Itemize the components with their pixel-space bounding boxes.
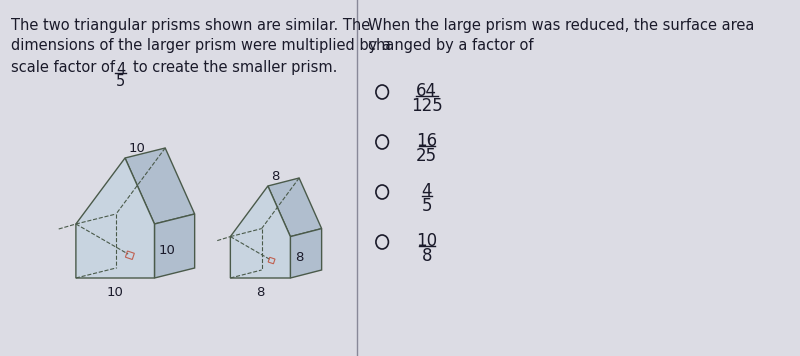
Text: 10: 10 — [106, 286, 124, 299]
Text: dimensions of the larger prism were multiplied by a: dimensions of the larger prism were mult… — [10, 38, 390, 53]
Polygon shape — [230, 186, 290, 278]
Text: 4: 4 — [116, 62, 125, 77]
Text: 16: 16 — [416, 132, 438, 150]
Polygon shape — [154, 214, 194, 278]
Text: 64: 64 — [416, 82, 438, 100]
Polygon shape — [290, 229, 322, 278]
Polygon shape — [125, 148, 194, 224]
Text: 10: 10 — [416, 232, 438, 250]
Text: 5: 5 — [422, 197, 432, 215]
Text: 10: 10 — [159, 245, 176, 257]
Text: scale factor of: scale factor of — [10, 60, 114, 75]
Text: 5: 5 — [116, 74, 125, 89]
Text: 8: 8 — [295, 251, 303, 264]
Polygon shape — [268, 178, 322, 237]
Text: 10: 10 — [129, 142, 146, 155]
Text: 8: 8 — [271, 170, 280, 183]
Text: to create the smaller prism.: to create the smaller prism. — [133, 60, 338, 75]
Text: 25: 25 — [416, 147, 438, 165]
Text: 8: 8 — [256, 286, 265, 299]
Polygon shape — [76, 158, 154, 278]
Text: changed by a factor of: changed by a factor of — [368, 38, 534, 53]
Text: 4: 4 — [422, 182, 432, 200]
Text: 8: 8 — [422, 247, 432, 265]
Text: When the large prism was reduced, the surface area: When the large prism was reduced, the su… — [368, 18, 754, 33]
Text: 125: 125 — [411, 97, 442, 115]
Text: The two triangular prisms shown are similar. The: The two triangular prisms shown are simi… — [10, 18, 370, 33]
